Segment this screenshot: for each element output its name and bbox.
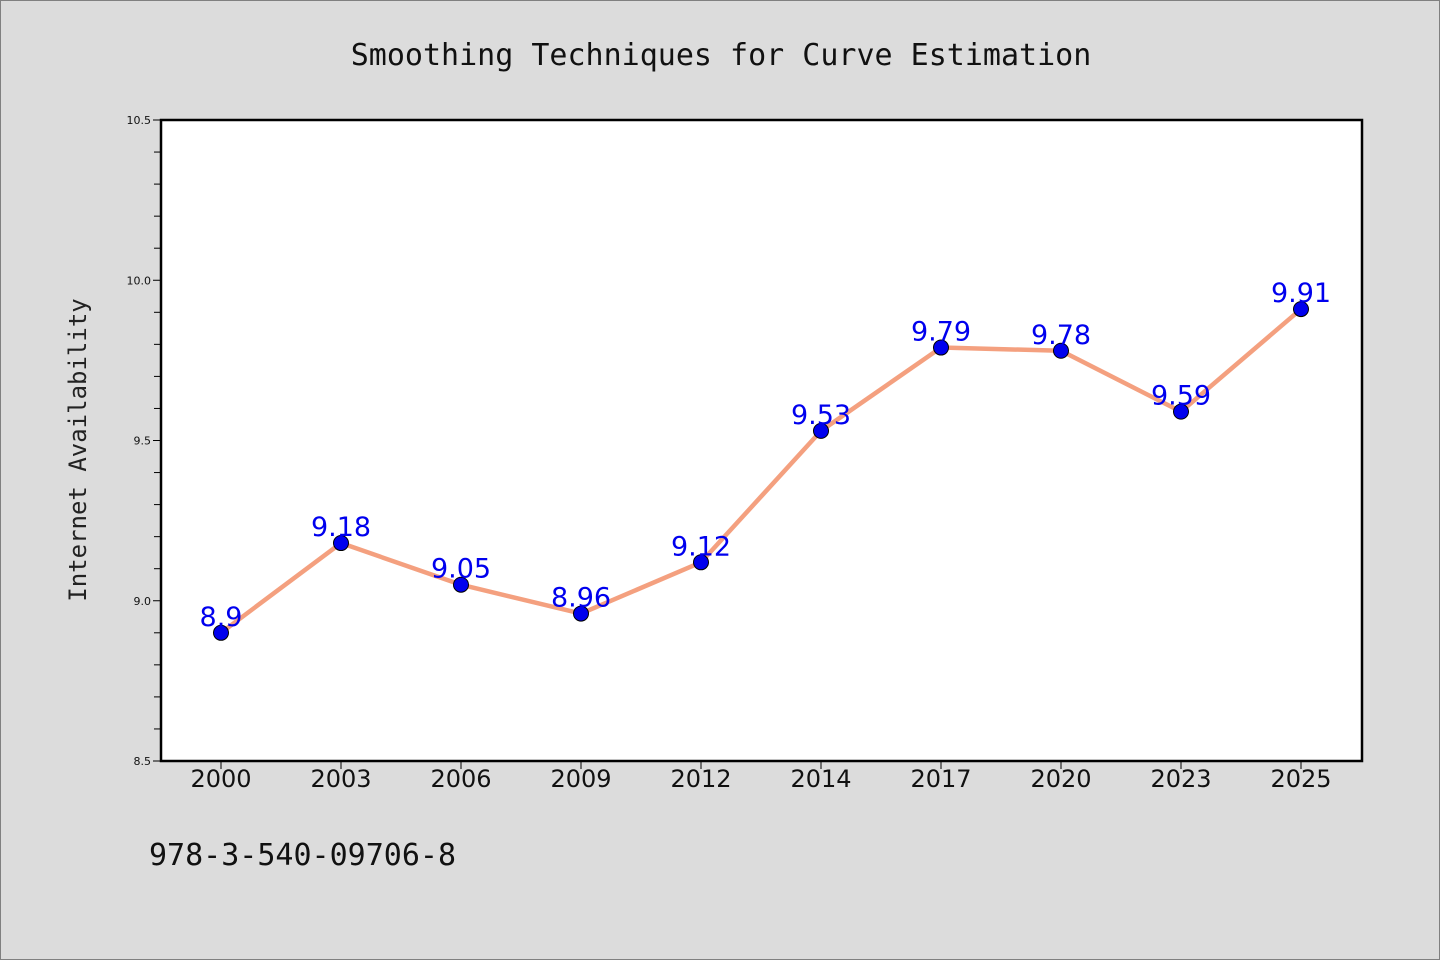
x-tick-label: 2020 — [1030, 765, 1091, 793]
data-label: 9.59 — [1151, 381, 1211, 412]
y-tick-label: 9.5 — [134, 435, 152, 448]
x-tick-label: 2000 — [190, 765, 251, 793]
y-tick-label: 8.5 — [134, 755, 152, 768]
series-layer — [218, 306, 1304, 636]
data-point — [1293, 301, 1309, 318]
isbn-text: 978-3-540-09706-8 — [149, 838, 456, 873]
x-tick-label: 2003 — [310, 765, 371, 793]
x-axis: 2000 2003 2006 2009 2012 2014 2017 2020 2023 2025 — [190, 761, 1332, 793]
y-tick-label: 9.0 — [134, 595, 152, 608]
data-point — [813, 422, 829, 439]
marker-layer — [213, 301, 1309, 641]
y-axis: 8.5 9.0 9.5 10.0 10.5 — [127, 114, 161, 768]
x-tick-label: 2017 — [910, 765, 971, 793]
data-label: 8.96 — [551, 583, 611, 614]
y-tick-label: 10.5 — [127, 114, 152, 127]
chart-title: Smoothing Techniques for Curve Estimatio… — [351, 38, 1092, 73]
x-tick-label: 2014 — [790, 765, 851, 793]
x-tick-label: 2009 — [550, 765, 611, 793]
data-point — [213, 624, 229, 641]
data-label: 9.05 — [431, 554, 491, 585]
x-tick-label: 2006 — [430, 765, 491, 793]
data-label-layer: 8.9 9.18 9.05 8.96 9.12 9.53 9.79 9.78 9.59 9.91 — [200, 278, 1332, 633]
data-label: 8.9 — [200, 602, 243, 633]
data-label: 9.91 — [1271, 278, 1331, 309]
data-label: 9.53 — [791, 400, 851, 431]
x-tick-label: 2025 — [1270, 765, 1331, 793]
data-label: 9.79 — [911, 317, 971, 348]
x-tick-label: 2023 — [1150, 765, 1211, 793]
data-point — [1173, 403, 1189, 420]
data-point — [453, 576, 469, 593]
x-tick-label: 2012 — [670, 765, 731, 793]
data-point — [693, 554, 709, 571]
data-point — [1053, 342, 1069, 359]
plot-area — [159, 118, 1364, 763]
series-line — [218, 306, 1304, 636]
data-point — [573, 605, 589, 622]
data-point — [933, 339, 949, 356]
data-label: 9.78 — [1031, 320, 1091, 351]
data-label: 9.18 — [311, 512, 371, 543]
data-point — [333, 535, 349, 552]
y-axis-label: Internet Availability — [64, 298, 92, 601]
data-label: 9.12 — [671, 531, 731, 562]
y-tick-label: 10.0 — [127, 274, 152, 287]
